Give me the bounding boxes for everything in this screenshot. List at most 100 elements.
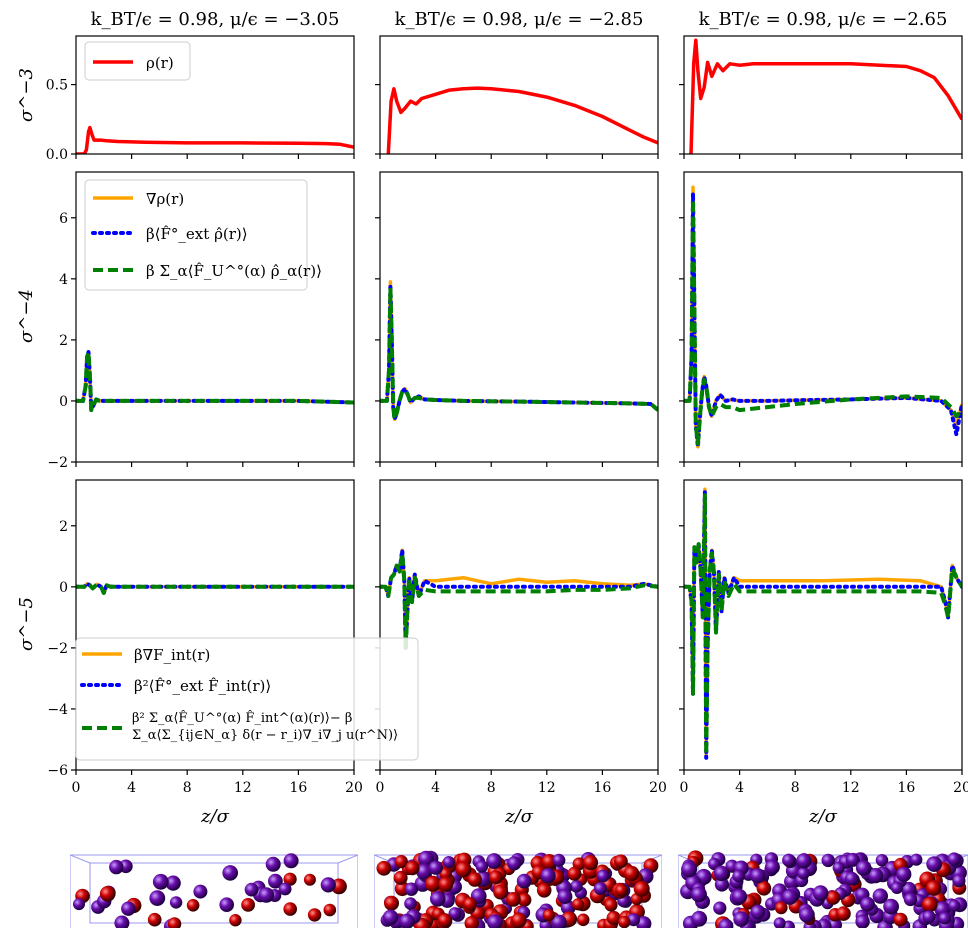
particle-purple bbox=[844, 871, 859, 886]
series-line-internal bbox=[76, 581, 354, 595]
particle-red bbox=[283, 902, 298, 916]
particle-red bbox=[606, 910, 621, 926]
row-ylabel-2: σ^−4 bbox=[16, 289, 37, 343]
panel-frame bbox=[75, 171, 355, 463]
particle-purple bbox=[812, 885, 829, 901]
particle-purple bbox=[404, 882, 419, 896]
particle-purple bbox=[690, 886, 707, 903]
particle-purple bbox=[773, 917, 786, 928]
series-line-density bbox=[689, 38, 962, 154]
particle-red bbox=[384, 895, 399, 911]
particle-red bbox=[633, 880, 650, 897]
y-tick-label: −2 bbox=[47, 455, 68, 471]
particle-red bbox=[229, 914, 242, 927]
particle-purple bbox=[713, 865, 730, 881]
panel-frame bbox=[683, 479, 963, 771]
particle-red bbox=[467, 872, 482, 887]
panel-frame bbox=[379, 171, 659, 463]
particle-purple bbox=[487, 914, 503, 928]
particle-purple bbox=[404, 897, 417, 910]
x-tick-label: 20 bbox=[649, 780, 667, 796]
particle-purple bbox=[868, 868, 884, 884]
particle-red bbox=[925, 880, 942, 896]
particle-purple bbox=[926, 856, 943, 872]
particle-purple bbox=[244, 882, 259, 897]
particle-purple bbox=[428, 860, 443, 875]
x-tick-label: 0 bbox=[680, 780, 689, 796]
y-tick-label: 4 bbox=[59, 272, 68, 288]
particle-red bbox=[756, 881, 772, 896]
particle-purple bbox=[872, 888, 888, 904]
particle-purple bbox=[860, 896, 875, 912]
x-tick-label: 8 bbox=[791, 780, 800, 796]
panel-r2-c1: −2 0 2 4 6 bbox=[47, 171, 355, 471]
x-tick-label: 12 bbox=[842, 780, 860, 796]
particle-purple bbox=[283, 853, 299, 869]
particle-red bbox=[489, 870, 503, 885]
particle-red bbox=[517, 893, 532, 907]
particle-red bbox=[241, 898, 256, 912]
particle-purple bbox=[947, 852, 961, 866]
particle-red bbox=[307, 908, 322, 922]
particle-purple bbox=[219, 897, 234, 912]
particle-purple bbox=[797, 867, 810, 880]
particle-purple bbox=[265, 856, 281, 872]
x-tick-label: 8 bbox=[487, 780, 496, 796]
particle-purple bbox=[718, 918, 734, 928]
particle-purple bbox=[948, 899, 961, 912]
legend-int-fint-label: β² Σ_α⟨F̂_U^°(α) F̂_int^(α)(r)⟩− β Σ_α⟨Σ… bbox=[132, 711, 399, 743]
particle-red bbox=[464, 916, 480, 928]
panel-r2-c3 bbox=[679, 171, 963, 467]
x-tick-label: 0 bbox=[72, 780, 81, 796]
y-tick-label: −6 bbox=[47, 763, 68, 779]
x-tick-label: 4 bbox=[127, 780, 136, 796]
particle-purple bbox=[448, 907, 462, 921]
particle-purple bbox=[416, 863, 433, 880]
particle-red bbox=[303, 873, 316, 886]
particle-purple bbox=[152, 873, 169, 890]
legend-external-label: β⟨F̂°_ext ρ̂(r)⟩ bbox=[146, 225, 248, 243]
y-tick-label: −4 bbox=[47, 702, 68, 718]
particle-purple bbox=[73, 898, 85, 911]
particle-red bbox=[323, 903, 337, 917]
series-line-internal bbox=[76, 350, 354, 413]
x-tick-label: 16 bbox=[897, 780, 915, 796]
particle-red bbox=[393, 870, 408, 885]
particle-purple bbox=[713, 901, 727, 915]
particle-purple bbox=[557, 889, 573, 904]
particle-purple bbox=[890, 881, 904, 895]
y-tick-label: −2 bbox=[47, 641, 68, 657]
particle-purple bbox=[750, 868, 766, 884]
column-title-3: k_BT/ϵ = 0.98, μ/ϵ = −2.65 bbox=[699, 9, 948, 30]
series-line-internal bbox=[380, 286, 658, 422]
particle-purple bbox=[799, 906, 815, 923]
legend-gradient-label: ∇ρ(r) bbox=[146, 190, 184, 208]
panel-frame bbox=[379, 479, 659, 771]
y-tick-label: 2 bbox=[59, 519, 68, 535]
particle-purple bbox=[109, 859, 124, 875]
particle-purple bbox=[845, 852, 860, 867]
particle-red bbox=[893, 912, 908, 927]
legend-internal-label: β Σ_α⟨F̂_U^°(α) ρ̂_α(r)⟩ bbox=[146, 262, 322, 280]
particle-red bbox=[439, 867, 452, 881]
series-line-density bbox=[386, 86, 658, 154]
particle-red bbox=[921, 896, 938, 913]
series-line-internal bbox=[684, 493, 962, 757]
y-tick-label: 0.0 bbox=[46, 147, 68, 163]
x-tick-label: 8 bbox=[183, 780, 192, 796]
y-tick-label: 0 bbox=[59, 580, 68, 596]
particle-purple bbox=[399, 913, 415, 928]
particle-purple bbox=[320, 877, 336, 893]
column-title-1: k_BT/ϵ = 0.98, μ/ϵ = −3.05 bbox=[91, 9, 340, 30]
y-tick-label: 0.5 bbox=[46, 78, 68, 94]
particle-purple bbox=[258, 887, 275, 903]
particle-purple bbox=[193, 884, 208, 899]
legend-force-density: ∇ρ(r) β⟨F̂°_ext ρ̂(r)⟩ β Σ_α⟨F̂_U^°(α) ρ… bbox=[84, 179, 322, 291]
particle-purple bbox=[855, 914, 870, 928]
snapshot-3 bbox=[678, 850, 968, 928]
particle-red bbox=[615, 884, 628, 897]
particle-purple bbox=[149, 890, 166, 906]
panel-r3-c1: 0 4 8 12 16 20 −6 −4 −2 0 2 bbox=[47, 479, 363, 796]
particle-red bbox=[424, 875, 441, 892]
particle-red bbox=[836, 906, 851, 921]
